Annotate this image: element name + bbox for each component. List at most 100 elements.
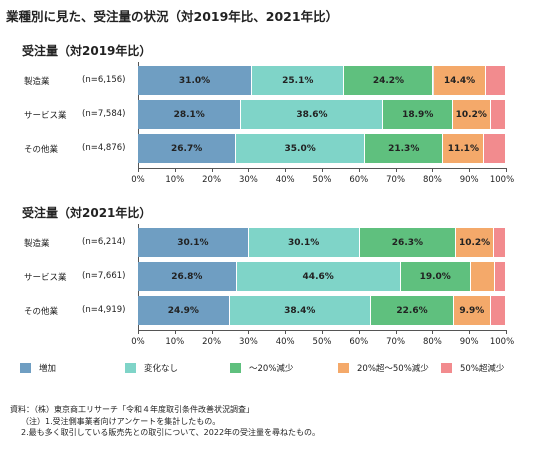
bar-segment: 9.9%	[454, 296, 491, 325]
x-tick-label: 80%	[422, 175, 442, 185]
x-tick-label: 100%	[489, 337, 515, 347]
sample-size-label: (n=6,214)	[82, 237, 126, 247]
sample-size-label: (n=7,661)	[82, 271, 126, 281]
x-axis-tick	[395, 168, 397, 172]
bar-segment: 26.7%	[138, 134, 237, 163]
category-label: 製造業	[24, 77, 50, 87]
legend-label: 増加	[39, 364, 57, 374]
stacked-bar: 26.8% 44.6% 19.0%	[138, 262, 506, 291]
x-axis-tick	[211, 168, 213, 172]
x-tick-label: 30%	[238, 175, 258, 185]
sample-size-label: (n=4,919)	[82, 305, 126, 315]
bar-segment: 10.2%	[453, 100, 491, 129]
legend-item-decrease-20-50: 20%超～50%減少	[338, 362, 429, 374]
x-tick-label: 50%	[312, 337, 332, 347]
legend-label: ～20%減少	[249, 364, 294, 374]
legend-item-no-change: 変化なし	[125, 362, 178, 374]
x-tick-label: 80%	[422, 337, 442, 347]
legend-swatch	[338, 363, 349, 373]
bar-segment	[490, 100, 506, 129]
legend-item-increase: 増加	[20, 362, 56, 374]
x-axis-tick	[174, 330, 176, 334]
x-axis-tick	[432, 330, 434, 334]
category-label: サービス業	[24, 273, 67, 283]
stacked-bar: 28.1% 38.6% 18.9% 10.2%	[138, 100, 506, 129]
x-axis-tick	[395, 330, 397, 334]
x-axis-tick	[432, 168, 434, 172]
bar-segment: 10.2%	[456, 228, 494, 257]
bar-segment: 38.6%	[241, 100, 384, 129]
source-notes: 資料：（株）東京商工リサーチ「令和４年度取引条件改善状況調査」 （注）1.受注側…	[10, 404, 320, 439]
x-tick-label: 20%	[202, 337, 222, 347]
x-axis-tick	[248, 330, 250, 334]
x-tick-label: 20%	[202, 175, 222, 185]
bar-segment: 30.1%	[248, 228, 360, 257]
x-axis-tick	[248, 168, 250, 172]
x-axis-tick	[469, 168, 471, 172]
x-tick-label: 0%	[131, 175, 145, 185]
chart-title: 受注量（対2019年比）	[22, 44, 152, 58]
x-axis-tick	[174, 168, 176, 172]
bar-segment	[470, 262, 495, 291]
bar-segment: 30.1%	[138, 228, 249, 257]
bar-segment: 38.4%	[229, 296, 371, 325]
bar-segment: 18.9%	[383, 100, 453, 129]
x-tick-label: 60%	[349, 337, 369, 347]
x-axis-tick	[138, 168, 139, 172]
bar-segment: 35.0%	[236, 134, 366, 163]
bar-segment: 22.6%	[370, 296, 455, 325]
source-line: 資料：（株）東京商工リサーチ「令和４年度取引条件改善状況調査」	[10, 405, 254, 414]
bar-segment: 24.9%	[138, 296, 230, 325]
legend: 増加 変化なし ～20%減少 20%超～50%減少 50%超減少	[20, 362, 540, 376]
x-tick-label: 40%	[275, 175, 295, 185]
category-label: その他業	[24, 307, 59, 317]
bar-segment: 26.3%	[359, 228, 457, 257]
note-line-1: （注）1.受注側事業者向けアンケートを集計したもの。	[21, 416, 221, 426]
bar-segment: 21.3%	[365, 134, 444, 163]
x-axis-tick	[285, 330, 287, 334]
x-axis-tick	[506, 168, 507, 172]
sample-size-label: (n=7,584)	[82, 109, 126, 119]
x-tick-label: 70%	[386, 337, 406, 347]
bar-segment: 26.8%	[138, 262, 237, 291]
stacked-bar: 30.1% 30.1% 26.3% 10.2%	[138, 228, 506, 257]
x-tick-label: 50%	[312, 175, 332, 185]
stacked-bar: 31.0% 25.1% 24.2% 14.4%	[138, 66, 506, 95]
bar-segment: 28.1%	[138, 100, 242, 129]
category-label: 製造業	[24, 239, 50, 249]
chart-title: 受注量（対2021年比）	[22, 206, 152, 220]
sample-size-label: (n=4,876)	[82, 143, 126, 153]
x-axis-tick	[322, 168, 323, 172]
bar-segment	[484, 134, 506, 163]
bar-segment	[493, 228, 506, 257]
x-axis-tick	[285, 168, 287, 172]
x-axis-tick	[506, 330, 507, 334]
x-axis-tick	[138, 330, 139, 334]
legend-swatch	[125, 363, 136, 373]
page-title: 業種別に見た、受注量の状況（対2019年比、2021年比）	[6, 9, 339, 24]
x-tick-label: 40%	[275, 337, 295, 347]
bar-segment	[486, 66, 506, 95]
bar-segment: 14.4%	[433, 66, 487, 95]
bar-segment: 44.6%	[236, 262, 401, 291]
legend-item-decrease-50: 50%超減少	[441, 362, 504, 374]
bar-segment: 11.1%	[443, 134, 485, 163]
category-label: サービス業	[24, 111, 67, 121]
x-tick-label: 100%	[489, 175, 515, 185]
legend-swatch	[230, 363, 241, 373]
bar-segment: 25.1%	[252, 66, 345, 95]
x-tick-label: 10%	[165, 337, 185, 347]
x-tick-label: 10%	[165, 175, 185, 185]
bar-segment: 19.0%	[400, 262, 471, 291]
bar-segment	[490, 296, 506, 325]
bar-segment: 24.2%	[344, 66, 434, 95]
stacked-bar: 26.7% 35.0% 21.3% 11.1%	[138, 134, 506, 163]
x-axis-tick	[211, 330, 213, 334]
x-tick-label: 90%	[459, 175, 479, 185]
x-tick-label: 90%	[459, 337, 479, 347]
legend-swatch	[20, 363, 31, 373]
x-tick-label: 60%	[349, 175, 369, 185]
x-axis-tick	[358, 330, 360, 334]
legend-label: 20%超～50%減少	[357, 364, 429, 374]
bar-segment	[494, 262, 506, 291]
